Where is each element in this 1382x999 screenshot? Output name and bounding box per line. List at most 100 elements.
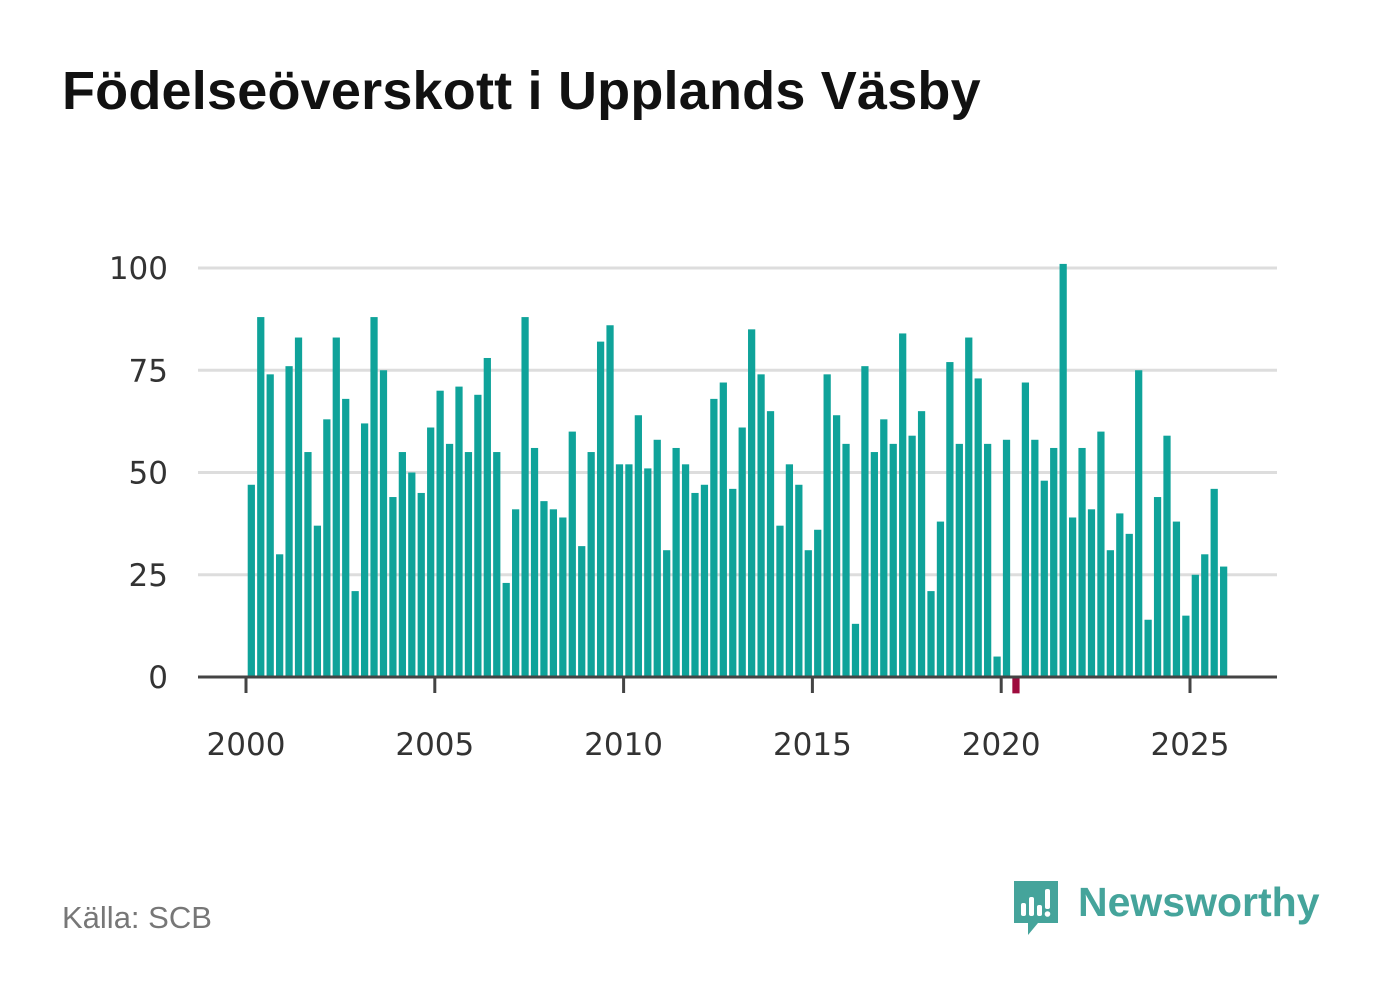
bar-chart: 0 25 50 75 100 2000 2005 2010 2015 2020 2025 xyxy=(109,251,1277,763)
bar xyxy=(1021,382,1030,677)
bar xyxy=(766,411,775,677)
bar xyxy=(304,452,312,677)
bar xyxy=(360,423,369,677)
bar xyxy=(596,341,605,677)
bar xyxy=(342,398,350,677)
bar xyxy=(1059,263,1067,677)
bar xyxy=(625,464,633,677)
bar xyxy=(993,656,1001,677)
bar xyxy=(351,591,359,677)
bar xyxy=(795,484,803,677)
bar xyxy=(908,435,916,677)
bar xyxy=(1050,447,1058,677)
y-tick-label: 25 xyxy=(129,558,168,594)
bar xyxy=(615,464,624,677)
y-tick-label: 0 xyxy=(148,660,168,696)
bar xyxy=(266,374,274,677)
bar xyxy=(464,452,473,677)
bar xyxy=(1220,566,1228,677)
y-tick-label: 100 xyxy=(109,251,168,287)
bar xyxy=(276,554,284,677)
bar xyxy=(1135,370,1143,677)
bar xyxy=(757,374,765,677)
bar xyxy=(681,464,690,677)
bar xyxy=(984,443,992,677)
bar xyxy=(653,439,661,677)
bar xyxy=(1163,435,1171,677)
bar xyxy=(927,591,935,677)
bar xyxy=(294,337,303,677)
bar xyxy=(493,452,501,677)
bar xyxy=(1201,554,1209,677)
bar xyxy=(1210,488,1218,677)
bar xyxy=(512,509,520,677)
bar xyxy=(578,546,586,677)
bar xyxy=(1172,521,1181,677)
bar xyxy=(1153,497,1162,677)
brand-logo[interactable]: Newsworthy xyxy=(1010,876,1320,940)
bar xyxy=(257,317,265,677)
bar xyxy=(832,415,841,677)
bar xyxy=(842,443,850,677)
x-tick-label: 2010 xyxy=(584,727,663,763)
bar xyxy=(936,521,945,677)
bar xyxy=(710,398,718,677)
bar xyxy=(1078,447,1086,677)
bar xyxy=(417,492,425,677)
bar xyxy=(1097,431,1105,677)
bar xyxy=(559,517,567,677)
bar xyxy=(455,386,463,677)
bar xyxy=(965,337,973,677)
bar xyxy=(474,394,482,677)
bar xyxy=(445,443,454,677)
bar xyxy=(1144,619,1152,677)
bar xyxy=(389,497,397,677)
bar xyxy=(899,333,907,677)
x-tick-label: 2025 xyxy=(1151,727,1230,763)
bar xyxy=(1125,533,1133,677)
bar xyxy=(1002,439,1011,677)
x-tick-label: 2005 xyxy=(395,727,474,763)
bar xyxy=(1040,480,1048,677)
bar xyxy=(700,484,709,677)
brand-name: Newsworthy xyxy=(1078,878,1320,925)
bar xyxy=(917,411,926,677)
bar xyxy=(823,374,831,677)
bar xyxy=(870,452,878,677)
bar xyxy=(247,484,255,677)
bar xyxy=(285,366,293,677)
bar xyxy=(323,419,331,677)
bar xyxy=(332,337,340,677)
bar xyxy=(974,378,982,677)
bar xyxy=(861,366,869,677)
bar xyxy=(851,623,860,677)
bars xyxy=(247,263,1228,694)
bar xyxy=(427,427,435,677)
bar xyxy=(521,317,529,677)
bar xyxy=(729,488,737,677)
bar xyxy=(313,525,322,677)
bar xyxy=(785,464,794,677)
bar xyxy=(568,431,576,677)
newsworthy-logo-icon xyxy=(1014,881,1058,935)
bar xyxy=(1068,517,1077,677)
bar xyxy=(1182,615,1190,677)
bar xyxy=(549,509,558,677)
bar xyxy=(1031,439,1039,677)
bar xyxy=(1116,513,1124,677)
bar xyxy=(776,525,784,677)
bar xyxy=(663,550,671,677)
y-tick-label: 75 xyxy=(129,353,168,389)
bar xyxy=(672,447,680,677)
bar xyxy=(540,501,548,677)
y-tick-label: 50 xyxy=(129,456,168,492)
bar xyxy=(804,550,812,677)
bar xyxy=(691,492,699,677)
bar xyxy=(1191,574,1199,677)
bar xyxy=(889,443,897,677)
bar xyxy=(880,419,888,677)
bar xyxy=(955,443,963,677)
bar xyxy=(606,325,614,677)
bar xyxy=(946,362,954,677)
x-tick-label: 2000 xyxy=(207,727,286,763)
